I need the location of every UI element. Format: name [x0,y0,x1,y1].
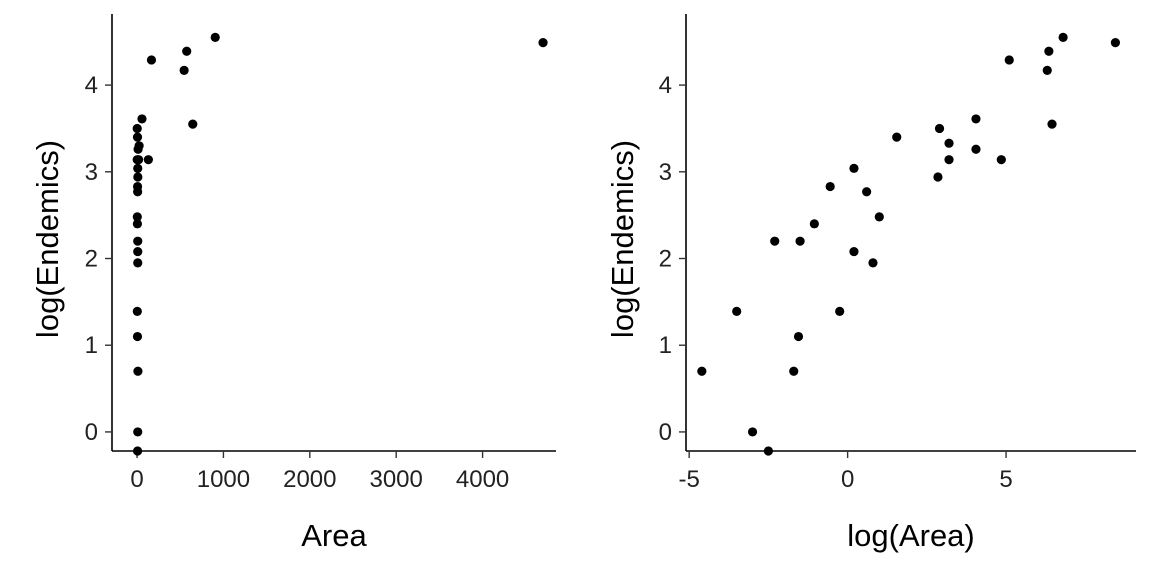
right-data-point [868,258,878,268]
left-x-axis-title: Area [301,518,367,553]
left-y-tick-label: 0 [85,419,98,446]
right-data-point [795,236,805,246]
left-data-point [133,258,143,268]
left-data-point [134,155,144,165]
right-data-point [1047,119,1057,129]
left-data-point [132,181,143,192]
left-y-tick-label: 2 [85,246,98,273]
left-y-tick-label: 1 [85,332,98,359]
right-x-tick-label: 5 [999,466,1012,493]
left-data-point [210,32,220,43]
right-data-point [747,427,758,437]
right-data-point [862,187,872,197]
left-scatter-panel: Area log(Endemics) 0 1 2 3 4 0 1000 2000 3000 400… [30,14,556,553]
right-data-point [944,155,954,165]
right-data-point [770,236,780,246]
left-data-point [133,246,143,257]
right-data-point [1004,55,1014,65]
right-data-point [892,132,902,142]
right-y-axis-title: log(Endemics) [605,140,640,338]
right-data-point [971,144,981,154]
right-data-point [849,246,859,257]
left-y-tick-label: 3 [85,159,98,186]
right-y-tick-label: 2 [659,246,672,273]
left-data-point [133,427,143,437]
left-x-tick-label: 2000 [283,466,336,493]
right-data-point [789,366,799,376]
right-data-point [763,446,773,456]
left-data-point [133,172,143,182]
right-data-point [1044,46,1054,56]
left-data-point [132,212,142,222]
left-x-tick-label: 0 [130,466,143,493]
left-x-tick-label: 3000 [369,466,422,493]
right-data-point [825,181,835,192]
left-data-point [179,65,189,75]
right-data-point [874,212,884,222]
left-data-point [132,446,143,456]
right-x-tick-label: 0 [841,466,854,493]
left-data-point [132,331,143,342]
left-data-point [133,366,143,376]
left-data-point [146,55,157,65]
left-y-axis-title: log(Endemics) [30,140,65,338]
right-data-point [934,123,945,134]
left-data-point [134,141,144,151]
right-x-axis-title: log(Area) [847,518,975,553]
left-data-point [538,38,548,48]
left-data-point [132,219,142,229]
right-data-point [809,219,819,229]
left-data-point [137,114,147,124]
right-data-point [849,163,859,173]
left-data-point [133,236,143,246]
right-data-point [1058,32,1068,43]
right-x-tick-label: -5 [678,466,699,493]
right-y-tick-label: 4 [659,72,672,99]
left-x-tick-label: 1000 [197,466,250,493]
left-data-point [182,46,192,56]
right-data-point [933,172,943,182]
left-data-point [143,155,153,165]
right-data-point [971,114,981,124]
left-data-point [188,119,198,129]
right-y-tick-label: 0 [659,419,672,446]
left-data-point [132,132,143,142]
left-data-point [132,123,142,134]
right-y-tick-label: 3 [659,159,672,186]
right-y-tick-label: 1 [659,332,672,359]
left-x-tick-label: 4000 [456,466,509,493]
right-data-point [697,366,707,376]
right-data-point [793,331,804,342]
right-data-point [732,306,742,317]
left-data-point [132,306,142,317]
left-data-point [133,163,143,173]
right-data-point [996,155,1006,165]
right-data-point [1042,65,1052,75]
right-data-point [944,138,954,148]
right-data-point [1110,38,1121,48]
right-data-point [835,306,845,317]
left-y-tick-label: 4 [85,72,98,99]
